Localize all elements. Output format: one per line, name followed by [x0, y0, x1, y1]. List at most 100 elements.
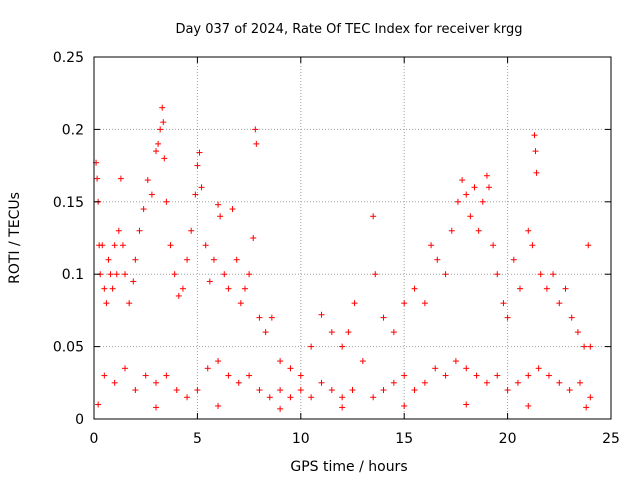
- data-point: [171, 271, 178, 278]
- y-axis-label: ROTI / TECUs: [7, 192, 23, 284]
- data-point: [266, 394, 273, 401]
- data-point: [380, 314, 387, 321]
- y-tick-label: 0: [75, 412, 84, 428]
- axes: 0 5 10 15 20 25 0 0.05 0.1 0.15 0.2 0.25: [53, 50, 620, 447]
- data-point: [442, 372, 449, 379]
- data-point: [328, 329, 335, 336]
- data-point: [105, 256, 112, 263]
- data-point: [103, 300, 110, 307]
- data-point: [500, 300, 507, 307]
- data-point: [583, 404, 590, 411]
- data-point: [99, 242, 106, 249]
- data-point: [132, 387, 139, 394]
- data-point: [173, 387, 180, 394]
- x-tick-label: 20: [499, 431, 517, 447]
- data-point: [576, 379, 583, 386]
- data-point: [277, 387, 284, 394]
- data-point: [115, 227, 122, 234]
- data-point: [132, 256, 139, 263]
- data-point: [459, 177, 466, 184]
- data-point: [179, 285, 186, 292]
- y-tick-label: 0.15: [53, 195, 84, 211]
- data-point: [421, 379, 428, 386]
- data-point: [370, 213, 377, 220]
- data-point: [163, 198, 170, 205]
- data-point: [434, 256, 441, 263]
- data-point: [94, 175, 101, 182]
- data-point: [215, 402, 222, 409]
- data-point: [411, 285, 418, 292]
- data-point: [345, 329, 352, 336]
- data-point: [237, 300, 244, 307]
- data-point: [339, 343, 346, 350]
- data-point: [318, 311, 325, 318]
- data-point: [471, 184, 478, 191]
- data-point: [268, 314, 275, 321]
- data-point: [359, 358, 366, 365]
- plot-frame: [93, 56, 612, 420]
- data-point: [119, 242, 126, 249]
- data-point: [537, 271, 544, 278]
- data-point: [531, 132, 538, 139]
- x-tick-label: 5: [193, 431, 202, 447]
- data-point: [122, 365, 129, 372]
- data-point: [550, 271, 557, 278]
- data-point: [297, 372, 304, 379]
- data-point: [188, 227, 195, 234]
- data-point: [101, 372, 108, 379]
- data-point: [130, 278, 137, 285]
- data-point: [308, 343, 315, 350]
- data-point: [194, 162, 201, 169]
- data-point: [587, 394, 594, 401]
- data-point: [390, 379, 397, 386]
- data-point: [535, 365, 542, 372]
- data-point: [452, 358, 459, 365]
- data-point: [442, 271, 449, 278]
- data-point: [401, 372, 408, 379]
- data-point: [241, 285, 248, 292]
- data-point: [532, 148, 539, 155]
- data-point: [475, 227, 482, 234]
- data-point: [111, 242, 118, 249]
- data-point: [196, 149, 203, 156]
- data-point: [204, 365, 211, 372]
- data-point: [287, 365, 294, 372]
- data-point: [101, 285, 108, 292]
- data-point: [161, 155, 168, 162]
- data-point: [370, 394, 377, 401]
- data-point: [144, 177, 151, 184]
- data-point: [111, 379, 118, 386]
- data-point: [157, 126, 164, 133]
- data-point: [215, 201, 222, 208]
- data-point: [556, 379, 563, 386]
- data-point: [297, 387, 304, 394]
- chart-title: Day 037 of 2024, Rate Of TEC Index for r…: [175, 22, 522, 37]
- x-tick-label: 10: [292, 431, 310, 447]
- x-tick-label: 15: [395, 431, 413, 447]
- data-point: [233, 256, 240, 263]
- data-point: [545, 372, 552, 379]
- data-point: [235, 379, 242, 386]
- y-tick-label: 0.25: [53, 50, 84, 66]
- data-point: [109, 285, 116, 292]
- data-point: [153, 379, 160, 386]
- data-point: [318, 379, 325, 386]
- data-point: [525, 227, 532, 234]
- data-point: [411, 387, 418, 394]
- data-point: [262, 329, 269, 336]
- data-point: [568, 314, 575, 321]
- data-point: [153, 404, 160, 411]
- data-point: [277, 358, 284, 365]
- data-point: [390, 329, 397, 336]
- data-point: [517, 285, 524, 292]
- y-tick-label: 0.1: [62, 267, 84, 283]
- data-point: [184, 256, 191, 263]
- data-point: [277, 405, 284, 412]
- data-point: [159, 104, 166, 111]
- data-point: [229, 206, 236, 213]
- data-point: [221, 271, 228, 278]
- data-point: [153, 148, 160, 155]
- y-tick-label: 0.2: [62, 122, 84, 138]
- data-point: [514, 379, 521, 386]
- data-point: [581, 343, 588, 350]
